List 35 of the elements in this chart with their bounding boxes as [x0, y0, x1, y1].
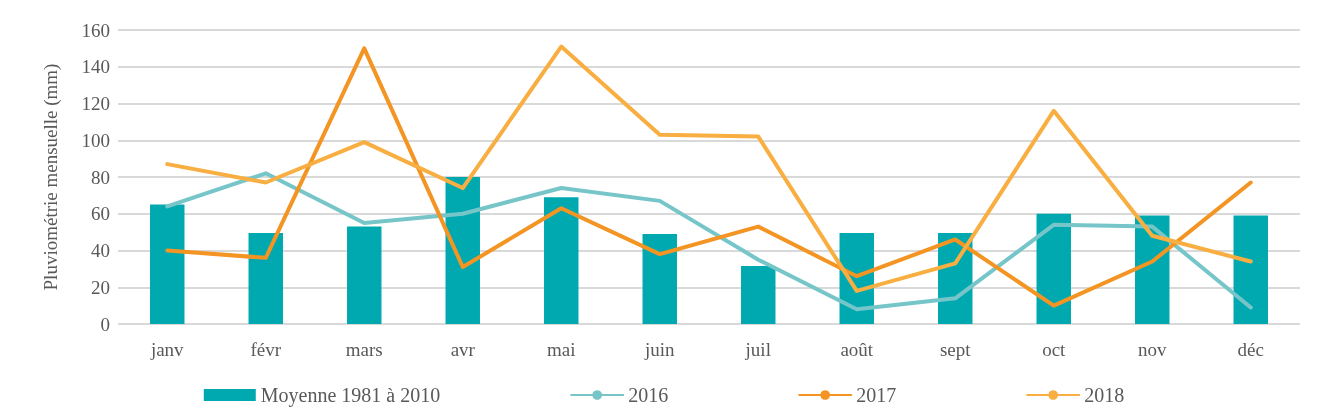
y-tick-label: 80: [91, 166, 110, 188]
x-tick-label: juin: [643, 339, 676, 360]
bar: [741, 266, 776, 324]
bar: [544, 197, 579, 324]
x-tick-label: mars: [345, 339, 383, 360]
x-tick-label: déc: [1237, 339, 1264, 360]
bar: [1036, 213, 1071, 324]
bar: [642, 233, 677, 324]
x-tick-label: janv: [149, 339, 185, 360]
x-tick-label: févr: [250, 339, 282, 360]
x-tick-label: mai: [547, 339, 576, 360]
x-tick-label: juil: [744, 339, 771, 360]
legend-label: 2017: [856, 384, 897, 406]
x-tick-label: avr: [450, 339, 476, 360]
y-tick-label: 40: [91, 240, 110, 261]
x-tick-label: oct: [1042, 339, 1067, 360]
legend-label: 2018: [1084, 384, 1125, 406]
legend-label: Moyenne 1981 à 2010: [260, 384, 441, 407]
y-tick-label: 140: [81, 56, 110, 78]
bar: [248, 233, 283, 324]
x-tick-label: août: [840, 339, 874, 360]
y-tick-label: 120: [81, 93, 110, 114]
y-tick-label: 20: [91, 276, 110, 298]
line-series: [165, 171, 1253, 312]
y-tick-label: 100: [81, 129, 110, 151]
y-tick-label: 0: [100, 313, 110, 335]
y-tick-label: 160: [81, 19, 110, 41]
y-tick-label: 60: [91, 203, 110, 225]
legend-label: 2016: [628, 384, 669, 406]
bar: [1233, 215, 1268, 324]
bar: [347, 226, 382, 324]
x-tick-label: nov: [1138, 339, 1167, 360]
y-axis-title: Pluviométrie mensuelle (mm): [40, 63, 62, 291]
bar: [150, 204, 185, 324]
x-tick-label: sept: [939, 339, 972, 360]
